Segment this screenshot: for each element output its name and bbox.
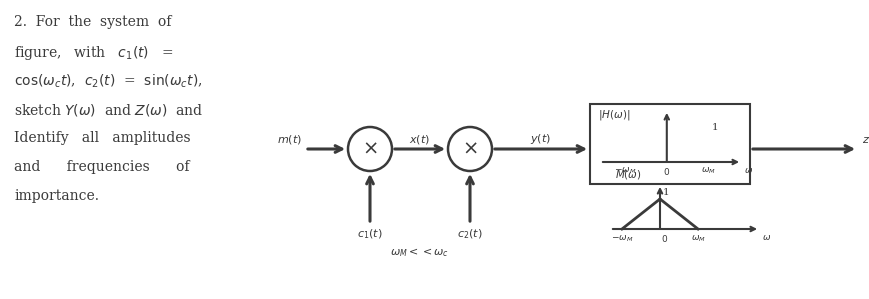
Text: 1: 1	[711, 123, 718, 132]
Text: 2.  For  the  system  of: 2. For the system of	[14, 15, 171, 29]
Text: $\times$: $\times$	[362, 138, 377, 158]
Text: $\omega_M$$<<$$\omega_c$: $\omega_M$$<<$$\omega_c$	[390, 246, 449, 259]
Text: $|H(\omega)|$: $|H(\omega)|$	[597, 108, 630, 122]
Text: $\times$: $\times$	[461, 138, 477, 158]
Text: $0$: $0$	[660, 233, 667, 244]
Text: 1: 1	[662, 188, 669, 197]
Text: $M(\omega)$: $M(\omega)$	[614, 168, 641, 181]
Text: $c_2(t)$: $c_2(t)$	[457, 227, 482, 241]
Text: and      frequencies      of: and frequencies of	[14, 160, 189, 174]
Text: $0$: $0$	[662, 166, 670, 177]
Text: Identify   all   amplitudes: Identify all amplitudes	[14, 131, 190, 145]
Text: $z(t)$: $z(t)$	[861, 133, 869, 146]
Text: $x(t)$: $x(t)$	[409, 133, 430, 146]
Bar	[589, 104, 749, 184]
Circle shape	[348, 127, 392, 171]
Text: $y(t)$: $y(t)$	[530, 132, 551, 146]
Text: $m(t)$: $m(t)$	[276, 133, 302, 146]
Text: $\omega_M$: $\omega_M$	[700, 166, 715, 176]
Text: $\omega_M$: $\omega_M$	[690, 233, 705, 243]
Circle shape	[448, 127, 492, 171]
Text: $-\omega_M$: $-\omega_M$	[610, 233, 633, 243]
Text: sketch $Y(\omega)$  and $Z(\omega)$  and: sketch $Y(\omega)$ and $Z(\omega)$ and	[14, 102, 203, 118]
Text: $\omega$: $\omega$	[743, 166, 753, 175]
Text: $\cos(\omega_c t)$,  $c_2(t)$  =  $\sin(\omega_c t)$,: $\cos(\omega_c t)$, $c_2(t)$ = $\sin(\om…	[14, 73, 202, 90]
Text: $c_1(t)$: $c_1(t)$	[357, 227, 382, 241]
Text: figure,   with   $c_1(t)$   =: figure, with $c_1(t)$ =	[14, 44, 174, 62]
Text: $-\omega_M$: $-\omega_M$	[613, 166, 635, 176]
Text: importance.: importance.	[14, 189, 99, 203]
Text: $\omega$: $\omega$	[761, 233, 770, 242]
